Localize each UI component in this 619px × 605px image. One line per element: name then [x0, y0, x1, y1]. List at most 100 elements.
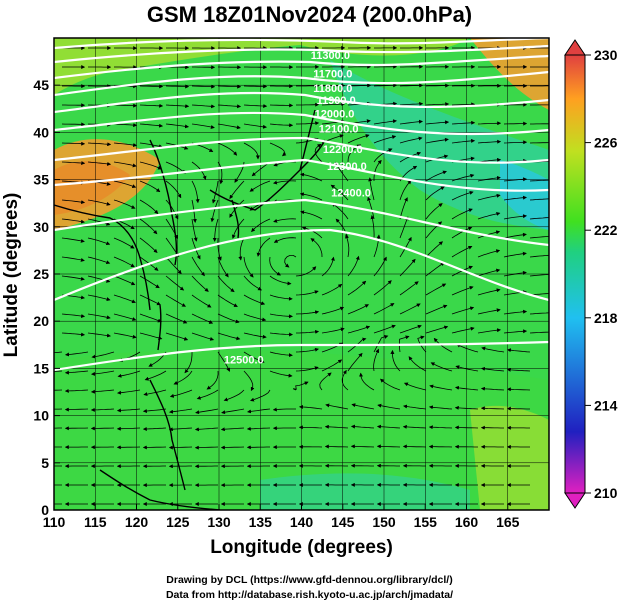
streamline	[113, 180, 137, 188]
streamline	[402, 424, 427, 429]
streamline	[399, 136, 423, 144]
streamline	[165, 123, 189, 129]
colorbar-tick-label: 230	[594, 47, 618, 63]
streamline	[54, 351, 63, 354]
streamline	[292, 381, 309, 391]
streamline	[477, 308, 501, 315]
streamline	[425, 170, 447, 182]
streamline	[221, 408, 245, 415]
colorbar-tick-label: 210	[594, 485, 618, 501]
streamline	[477, 139, 502, 144]
streamline	[191, 180, 200, 204]
y-tick-label: 40	[33, 124, 49, 140]
streamline	[191, 275, 209, 292]
streamline	[269, 275, 292, 286]
y-tick-label: 25	[33, 266, 49, 282]
streamline	[269, 370, 293, 378]
colorbar-tick-label: 222	[594, 222, 618, 238]
x-tick-label: 130	[207, 514, 231, 530]
streamline	[249, 180, 271, 192]
contour-label: 11300.0	[311, 50, 350, 62]
streamline	[272, 407, 296, 412]
streamline	[273, 237, 297, 243]
streamline	[481, 346, 505, 353]
streamline	[250, 389, 271, 402]
streamline	[113, 256, 135, 268]
streamline	[243, 84, 268, 89]
streamline	[61, 218, 85, 224]
streamline	[273, 218, 297, 223]
streamline	[269, 351, 293, 358]
x-axis-label: Longitude (degrees)	[210, 537, 393, 558]
streamline	[451, 285, 474, 296]
streamline	[139, 142, 163, 149]
streamline	[61, 122, 86, 127]
streamline	[191, 313, 214, 324]
colorbar: 210 214 218 222 226 230	[564, 39, 618, 509]
streamline	[347, 134, 370, 144]
streamline	[295, 310, 320, 315]
streamline	[295, 347, 319, 353]
streamline	[142, 408, 167, 413]
streamline	[506, 348, 531, 353]
streamline	[321, 102, 346, 107]
streamline	[347, 280, 367, 296]
streamline	[165, 180, 182, 199]
streamline	[480, 386, 505, 391]
colorbar-strip	[564, 54, 586, 494]
streamline	[87, 256, 111, 265]
streamline	[243, 142, 260, 160]
streamline	[87, 332, 111, 338]
streamline	[324, 424, 349, 429]
streamline	[243, 275, 262, 291]
streamline	[139, 199, 159, 215]
streamline	[347, 304, 370, 315]
streamline	[321, 359, 343, 372]
x-tick-label: 140	[290, 514, 314, 530]
streamline	[139, 294, 161, 306]
streamline	[451, 102, 476, 107]
streamline	[451, 120, 476, 125]
streamline	[480, 406, 505, 411]
colorbar-tick-label: 226	[594, 135, 618, 151]
streamline	[269, 142, 287, 157]
y-tick-label: 20	[33, 313, 49, 329]
streamline	[113, 103, 138, 108]
streamline	[61, 161, 86, 165]
streamline	[506, 387, 531, 392]
streamline	[243, 313, 267, 322]
streamline	[87, 237, 111, 246]
streamline	[113, 275, 136, 286]
streamline	[191, 294, 212, 308]
streamline	[194, 427, 219, 432]
streamline	[243, 332, 267, 339]
streamline	[61, 141, 86, 146]
y-tick-label: 45	[33, 77, 49, 93]
streamline	[217, 275, 235, 293]
streamline	[399, 324, 422, 334]
streamline	[64, 370, 89, 375]
streamline	[321, 83, 346, 88]
streamline	[399, 303, 421, 315]
streamline	[217, 294, 238, 307]
streamline	[477, 175, 501, 182]
streamline	[144, 370, 167, 381]
streamline	[87, 199, 111, 206]
y-tick-label: 10	[33, 408, 49, 424]
streamline	[428, 425, 453, 430]
cool-region-east	[330, 60, 549, 230]
streamline	[269, 103, 294, 108]
streamline	[298, 425, 323, 430]
streamline	[87, 142, 112, 147]
streamline	[113, 332, 137, 339]
streamline	[168, 427, 193, 432]
streamline	[91, 370, 115, 376]
streamline	[229, 199, 245, 218]
x-tick-label: 110	[43, 514, 66, 530]
streamline	[139, 103, 164, 108]
streamline	[113, 199, 136, 209]
streamline	[169, 389, 193, 398]
streamline	[331, 202, 349, 220]
contour-label: 11700.0	[313, 69, 352, 81]
